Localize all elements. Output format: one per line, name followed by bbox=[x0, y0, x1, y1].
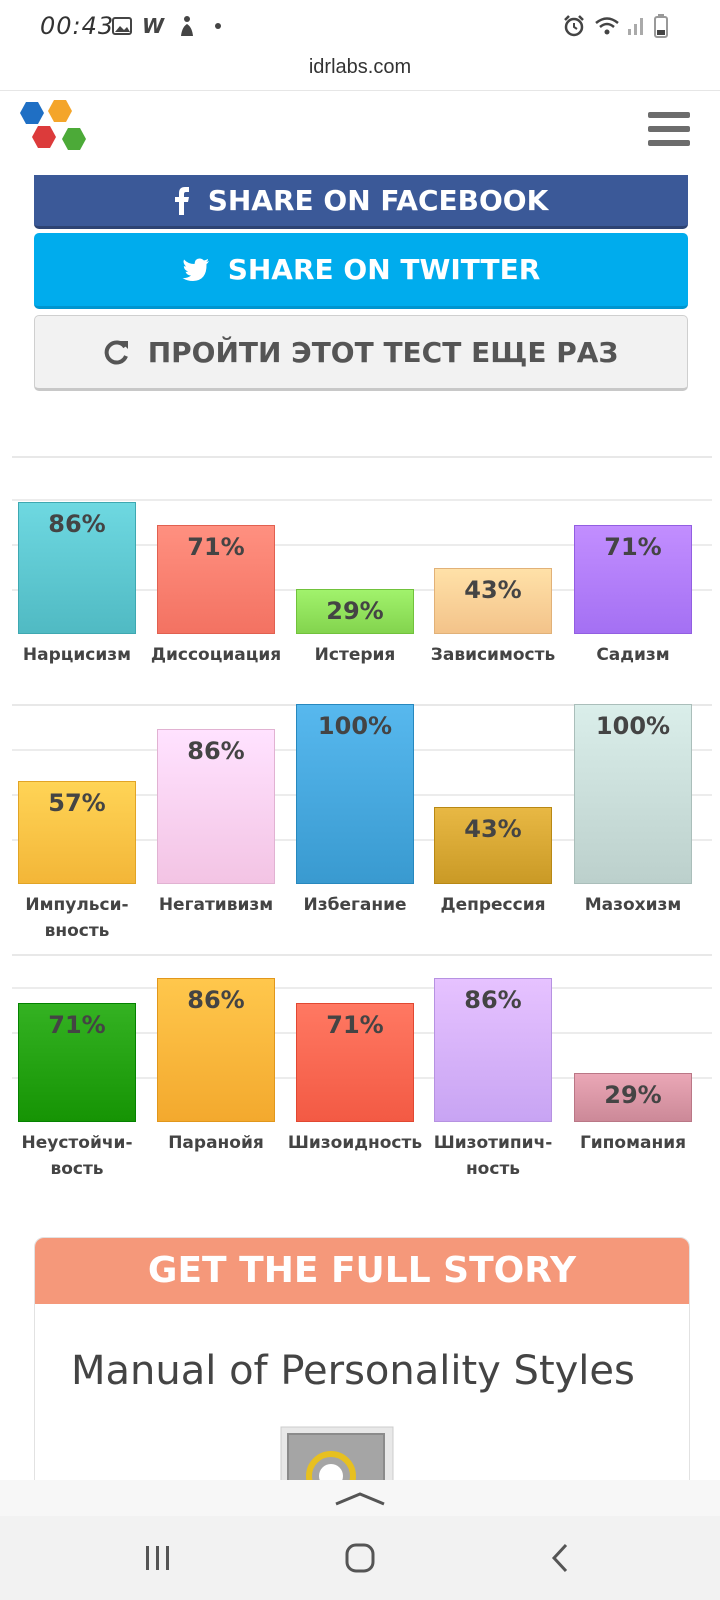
chart-bar bbox=[574, 525, 692, 634]
alarm-icon bbox=[562, 14, 586, 38]
navigation-bar bbox=[0, 1516, 720, 1600]
chart-bar bbox=[296, 589, 414, 634]
chart-separator bbox=[12, 456, 712, 458]
category-label: Гипомания bbox=[579, 1133, 687, 1153]
category-label: Шизоидность bbox=[287, 1133, 423, 1153]
signal-icon bbox=[626, 14, 646, 38]
twitter-icon bbox=[182, 258, 210, 282]
bar-value-label: 29% bbox=[326, 597, 384, 625]
recent-apps-icon[interactable] bbox=[128, 1536, 188, 1580]
dot-icon bbox=[214, 14, 222, 38]
category-label: Избегание bbox=[303, 895, 407, 915]
chart-bar bbox=[18, 781, 136, 884]
bar-value-label: 71% bbox=[604, 533, 662, 561]
image-icon bbox=[112, 14, 132, 38]
bar-value-label: 43% bbox=[464, 576, 522, 604]
facebook-icon bbox=[174, 186, 190, 215]
chart-bar bbox=[18, 502, 136, 634]
status-bar: 00:43 W bbox=[0, 0, 720, 56]
hamburger-menu-icon[interactable] bbox=[648, 112, 692, 152]
category-label: Шизотипич- ность bbox=[433, 1133, 553, 1179]
category-label: Истерия bbox=[314, 645, 396, 665]
category-label: Диссоциация bbox=[150, 645, 282, 665]
url-text: idrlabs.com bbox=[308, 56, 412, 78]
bar-value-label: 71% bbox=[326, 1011, 384, 1039]
back-icon[interactable] bbox=[530, 1536, 590, 1580]
figure-icon bbox=[178, 14, 196, 38]
full-story-header: GET THE FULL STORY bbox=[35, 1238, 689, 1304]
gridline bbox=[12, 987, 712, 989]
chart-bar bbox=[157, 978, 275, 1122]
address-bar[interactable]: idrlabs.com bbox=[0, 56, 720, 91]
category-label: Садизм bbox=[596, 645, 670, 665]
wifi-icon bbox=[594, 14, 620, 38]
w-app-icon: W bbox=[142, 14, 165, 38]
gridline bbox=[12, 499, 712, 501]
chart-bar bbox=[574, 704, 692, 884]
share-facebook-label: SHARE ON FACEBOOK bbox=[207, 184, 549, 217]
category-label: Зависимость bbox=[430, 645, 556, 665]
chart-bar bbox=[434, 807, 552, 884]
bar-value-label: 100% bbox=[317, 712, 393, 740]
chart-bar bbox=[434, 978, 552, 1122]
bar-value-label: 71% bbox=[48, 1011, 106, 1039]
category-label: Неустойчи- вость bbox=[21, 1133, 133, 1179]
chart-bar bbox=[296, 1003, 414, 1122]
chevron-up-icon bbox=[335, 1492, 385, 1506]
chart-bar bbox=[157, 525, 275, 634]
category-label: Депрессия bbox=[440, 895, 546, 915]
category-label: Паранойя bbox=[168, 1133, 264, 1153]
retake-test-label: ПРОЙТИ ЭТОТ ТЕСТ ЕЩЕ РАЗ bbox=[147, 335, 619, 369]
bar-value-label: 86% bbox=[187, 986, 245, 1014]
idrlabs-logo[interactable] bbox=[16, 100, 98, 162]
bar-value-label: 43% bbox=[464, 815, 522, 843]
chart-separator bbox=[12, 954, 712, 956]
share-facebook-button[interactable]: SHARE ON FACEBOOK bbox=[34, 175, 688, 229]
category-label: Мазохизм bbox=[584, 895, 682, 915]
result-chart-1: 86% Нарцисизм 71% Диссоциация 29% Истерия 43% З… bbox=[12, 480, 712, 670]
category-label: Нарцисизм bbox=[22, 645, 132, 665]
bar-value-label: 29% bbox=[604, 1081, 662, 1109]
chart-bar bbox=[296, 704, 414, 884]
category-label: Негативизм bbox=[158, 895, 274, 915]
chart-bar bbox=[18, 1003, 136, 1122]
book-title[interactable]: Manual of Personality Styles bbox=[71, 1348, 635, 1394]
refresh-icon bbox=[104, 339, 130, 365]
bar-value-label: 71% bbox=[187, 533, 245, 561]
result-chart-2: 57% Импульси- вность 86% Негативизм 100% Избе… bbox=[12, 704, 712, 944]
battery-icon bbox=[654, 14, 668, 38]
result-chart-3: 71% Неустойчи- вость 86% Паранойя 71% Шизоидн… bbox=[12, 954, 712, 1194]
bar-value-label: 86% bbox=[187, 737, 245, 765]
home-icon[interactable] bbox=[330, 1536, 390, 1580]
share-twitter-label: SHARE ON TWITTER bbox=[227, 253, 541, 286]
bar-value-label: 100% bbox=[595, 712, 671, 740]
chart-bar bbox=[574, 1073, 692, 1122]
bar-value-label: 57% bbox=[48, 789, 106, 817]
toolbar-handle[interactable] bbox=[0, 1480, 720, 1516]
bar-value-label: 86% bbox=[48, 510, 106, 538]
retake-test-button[interactable]: ПРОЙТИ ЭТОТ ТЕСТ ЕЩЕ РАЗ bbox=[34, 315, 688, 391]
bar-value-label: 86% bbox=[464, 986, 522, 1014]
chart-bar bbox=[157, 729, 275, 884]
status-time: 00:43 bbox=[40, 12, 115, 40]
chart-bar bbox=[434, 568, 552, 634]
gridline bbox=[12, 544, 712, 546]
share-twitter-button[interactable]: SHARE ON TWITTER bbox=[34, 233, 688, 309]
full-story-card: GET THE FULL STORY Manual of Personality… bbox=[34, 1237, 690, 1499]
category-label: Импульси- вность bbox=[25, 895, 129, 941]
